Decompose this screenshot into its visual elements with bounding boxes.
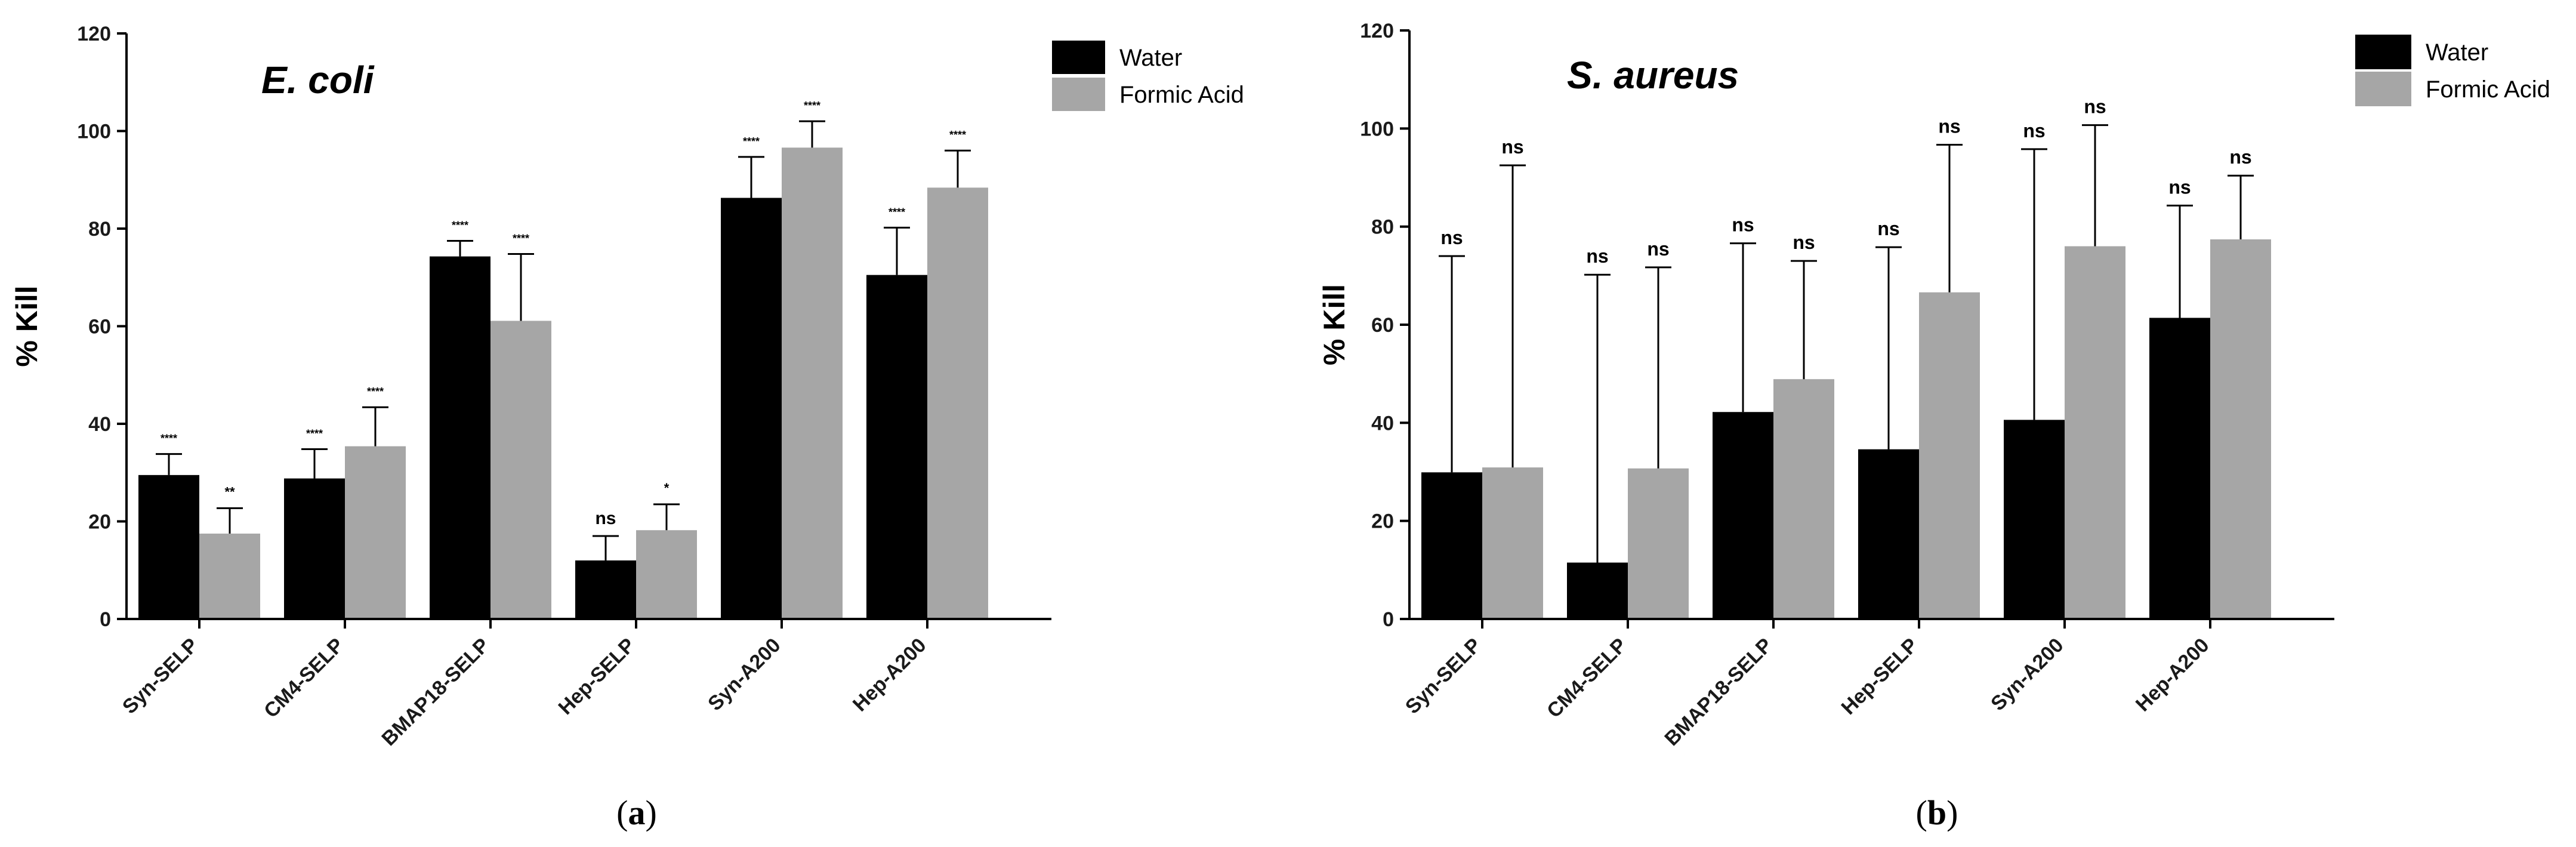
y-tick-label: 20 <box>88 511 111 534</box>
x-tick-label: Hep-A200 <box>2131 634 2214 716</box>
significance-label: **** <box>889 206 905 218</box>
bar-bmap18-selp-formic-acid <box>1773 379 1834 619</box>
bar-cm4-selp-water <box>284 478 345 619</box>
y-tick-label: 20 <box>1371 510 1394 533</box>
legend-label: Water <box>2426 39 2488 66</box>
significance-label: **** <box>804 100 820 112</box>
bar-hep-a200-formic-acid <box>927 187 988 620</box>
bar-cm4-selp-water <box>1567 562 1628 619</box>
significance-label: **** <box>306 428 323 440</box>
y-tick-label: 60 <box>88 316 111 338</box>
x-tick-label: Syn-SELP <box>1401 634 1486 719</box>
y-tick-label: 60 <box>1371 314 1394 337</box>
chart-title: S. aureus <box>1567 54 1739 97</box>
bar-syn-selp-water <box>1421 472 1482 619</box>
significance-label: ns <box>2229 146 2251 168</box>
bar-hep-selp-formic-acid <box>1919 292 1980 619</box>
legend-swatch-water <box>1052 41 1105 74</box>
bar-bmap18-selp-water <box>1713 412 1773 619</box>
y-tick-label: 80 <box>88 218 111 241</box>
y-tick-label: 0 <box>1383 608 1394 631</box>
legend-swatch-formic-acid <box>1052 78 1105 111</box>
chart-panel-b: ns ns ns ns ns ns ns ns ns ns ns ns 0 20 40 60 80 100 120 S… <box>1318 20 2550 832</box>
y-tick-label: 40 <box>1371 412 1394 435</box>
bar-syn-selp-water <box>138 475 199 619</box>
significance-label: ns <box>1501 136 1523 158</box>
x-tick-label: Hep-A200 <box>849 634 931 716</box>
y-axis-title: % Kill <box>10 285 44 366</box>
significance-label: **** <box>367 386 384 398</box>
y-tick-label: 120 <box>1360 20 1394 42</box>
chart-title: E. coli <box>261 58 375 101</box>
legend-label: Formic Acid <box>2426 76 2550 103</box>
bar-hep-a200-water <box>866 275 927 620</box>
significance-label: **** <box>452 219 468 231</box>
y-tick-label: 100 <box>77 121 111 143</box>
significance-label: **** <box>161 433 177 445</box>
chart-panel-a: **********************ns****************… <box>10 23 1244 832</box>
bar-hep-selp-water <box>1858 449 1919 619</box>
y-axis-title: % Kill <box>1318 284 1351 365</box>
significance-label: ns <box>1877 218 1899 239</box>
y-tick-label: 100 <box>1360 118 1394 140</box>
significance-label: ns <box>1647 238 1669 260</box>
bar-syn-a200-water <box>2004 420 2065 619</box>
bar-cm4-selp-formic-acid <box>1628 468 1689 619</box>
bar-hep-a200-formic-acid <box>2210 239 2271 619</box>
panel-caption: (b) <box>1916 793 1958 832</box>
significance-label: **** <box>743 135 760 147</box>
x-tick-label: Hep-SELP <box>554 634 640 719</box>
y-tick-label: 40 <box>88 413 111 436</box>
significance-label: ns <box>1793 232 1815 253</box>
panel-caption: (a) <box>616 793 657 832</box>
bar-bmap18-selp-water <box>430 256 490 619</box>
significance-label: **** <box>949 129 966 141</box>
legend-label: Formic Acid <box>1119 82 1244 108</box>
x-tick-label: CM4-SELP <box>260 634 348 722</box>
panel-caption-letter: b <box>1927 793 1946 832</box>
significance-label: ** <box>224 484 235 499</box>
significance-label: ns <box>1440 227 1463 248</box>
x-tick-label: Hep-SELP <box>1837 634 1923 719</box>
significance-label: ns <box>595 509 616 528</box>
x-tick-label: Syn-A200 <box>704 634 785 715</box>
significance-label: **** <box>513 233 529 245</box>
legend-label: Water <box>1119 45 1182 71</box>
y-tick-label: 80 <box>1371 216 1394 239</box>
bar-hep-selp-formic-acid <box>636 530 697 619</box>
bar-bmap18-selp-formic-acid <box>490 321 551 619</box>
significance-label: ns <box>2084 96 2106 118</box>
bar-syn-selp-formic-acid <box>1482 467 1543 619</box>
x-tick-label: Syn-A200 <box>1986 634 2068 715</box>
significance-label: ns <box>1586 245 1608 267</box>
significance-label: * <box>664 481 670 495</box>
bar-hep-selp-water <box>575 560 636 619</box>
x-tick-label: CM4-SELP <box>1542 634 1631 722</box>
panel-caption-letter: a <box>628 793 646 832</box>
bar-syn-a200-formic-acid <box>782 147 843 620</box>
y-tick-label: 0 <box>100 608 111 631</box>
bar-cm4-selp-formic-acid <box>345 446 406 619</box>
bar-hep-a200-water <box>2149 318 2210 619</box>
legend-swatch-formic-acid <box>2355 72 2411 106</box>
bar-syn-a200-water <box>721 198 782 619</box>
x-tick-label: BMAP18-SELP <box>377 634 493 750</box>
significance-label: ns <box>1938 115 1960 137</box>
x-tick-label: BMAP18-SELP <box>1660 634 1776 750</box>
significance-label: ns <box>2023 120 2045 141</box>
legend-swatch-water <box>2355 35 2411 69</box>
bar-syn-selp-formic-acid <box>199 533 260 619</box>
bar-syn-a200-formic-acid <box>2065 246 2125 619</box>
y-tick-label: 120 <box>77 23 111 45</box>
significance-label: ns <box>2168 176 2191 198</box>
x-tick-label: Syn-SELP <box>118 634 203 719</box>
significance-label: ns <box>1732 214 1754 236</box>
